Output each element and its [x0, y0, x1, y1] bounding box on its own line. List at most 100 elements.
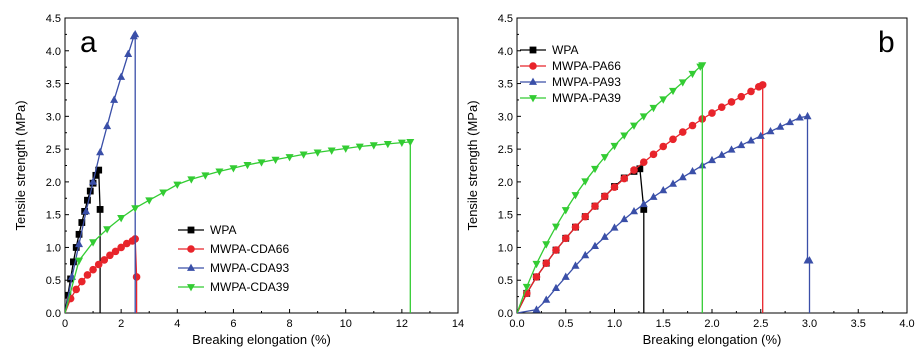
panel-b-legend-marker [529, 77, 537, 85]
panel-a-data-point [124, 49, 133, 57]
panel-b-data-point [532, 305, 541, 313]
panel-a-series-3 [65, 139, 415, 313]
panel-a-data-point [243, 161, 252, 170]
panel-a-data-point [89, 239, 98, 247]
panel-b-data-point [571, 261, 580, 269]
panel-a-data-point [271, 156, 280, 164]
panel-b-data-point [581, 212, 590, 221]
panel-b-data-point [630, 206, 638, 215]
panel-b-data-point [688, 167, 697, 175]
panel-b-y-tick-label: 4.5 [498, 13, 513, 25]
panel-b-data-point [591, 165, 599, 174]
panel-a-legend: WPA MWPA-CDA66 MWPA-CDA93 MWPA-CDA39 [178, 223, 289, 294]
panel-b-y-tick-label: 0.5 [498, 275, 513, 287]
panel-a-data-point [103, 226, 112, 234]
panel-a-data-point [75, 257, 84, 265]
panel-a-data-point [132, 273, 141, 281]
panel-b-series-line [517, 83, 764, 313]
panel-a-data-point [117, 243, 125, 252]
panel-a-data-point [406, 139, 415, 147]
panel-b-data-point [522, 283, 531, 292]
panel-b-data-point [669, 135, 677, 144]
panel-b-data-point [581, 250, 590, 259]
panel-b-series-line [517, 64, 703, 313]
panel-a-data-point [70, 258, 77, 266]
panel-b-data-point [630, 166, 638, 174]
panel-a-data-point [75, 239, 84, 248]
panel-b-y-tick-label: 2.0 [498, 177, 513, 189]
panel-a-legend-marker [187, 284, 195, 292]
panel-a-y-tick-label: 4.5 [46, 13, 61, 25]
panel-a-legend-label: MWPA-CDA93 [210, 261, 289, 275]
panel-b-data-point [552, 246, 560, 254]
panel-b-x-tick-label: 0.5 [558, 318, 573, 330]
panel-b-data-point [737, 92, 746, 101]
panel-b-legend-marker [529, 95, 537, 103]
panel-b-x-axis-label: Breaking elongation (%) [643, 332, 782, 347]
panel-a-data-point [201, 172, 210, 180]
panel-a-series-2 [65, 29, 140, 313]
panel-b-data-point [708, 155, 716, 164]
panel-a-y-tick-label: 3.0 [46, 111, 61, 123]
panel-a-legend-marker [187, 263, 195, 271]
panel-b-data-point [636, 165, 644, 173]
panel-a-data-point [96, 206, 104, 213]
panel-a-data-point [159, 189, 168, 197]
panel-b-data-point [786, 117, 794, 126]
panel-a-data-point [131, 29, 140, 38]
panel-b-data-point [805, 256, 814, 264]
panel-a-series-1 [65, 235, 141, 313]
panel-a-data-point [341, 145, 350, 153]
panel-b-data-point [532, 273, 541, 281]
panel-a-y-tick-label: 2.5 [46, 144, 61, 156]
panel-b-data-point [649, 192, 658, 200]
panel-a-data-point [145, 197, 154, 205]
panel-a-data-point [96, 147, 105, 156]
panel-a-data-point [111, 247, 120, 256]
panel-a-x-axis-label: Breaking elongation (%) [192, 332, 331, 347]
panel-a-data-point [78, 219, 86, 226]
panel-a-data-point [72, 244, 80, 251]
panel-a-y-tick-label: 1.0 [46, 242, 61, 254]
panel-b-data-point [630, 122, 638, 130]
panel-b-data-point [552, 223, 560, 231]
panel-b-data-point [747, 87, 755, 96]
panel-b-data-point [639, 199, 648, 208]
panel-b-data-point [669, 87, 677, 96]
panel-b-data-point [561, 272, 570, 280]
panel-a-data-point [383, 140, 392, 149]
panel-b-x-tick-label: 3.0 [802, 318, 817, 330]
panel-b-x-tick-label: 4.0 [899, 318, 914, 330]
panel-b-y-tick-label: 0.0 [498, 308, 513, 320]
panel-a-y-tick-label: 4.0 [46, 46, 61, 58]
panel-b-data-point [717, 103, 726, 111]
panel-b-legend-label: MWPA-PA93 [552, 75, 621, 89]
panel-a-x-tick-label: 4 [174, 318, 180, 330]
panel-b-y-tick-label: 1.0 [498, 242, 513, 254]
panel-a-legend-marker [187, 226, 195, 234]
panel-b-data-point [727, 145, 736, 153]
panel-a-x-tick-label: 2 [118, 318, 124, 330]
panel-a-x-tick-label: 0 [62, 318, 68, 330]
panel-b-data-point [532, 260, 541, 269]
panel-a-data-point [78, 277, 86, 286]
panel-a-data-point [215, 168, 224, 176]
panel-b-data-point [610, 223, 619, 231]
panel-a-legend-label: MWPA-CDA66 [210, 242, 289, 256]
panel-b-data-point [708, 109, 716, 117]
panel-a-data-point [75, 230, 83, 238]
panel-b-data-point [659, 96, 668, 104]
panel-b-x-tick-label: 0.0 [509, 318, 524, 330]
panel-b-data-point [717, 150, 726, 158]
panel-a-legend-marker [187, 245, 195, 253]
panel-a-data-point [106, 251, 114, 260]
panel-a-letter: a [80, 26, 97, 59]
panel-b-data-point [600, 192, 609, 201]
panel-b-data-point [803, 111, 812, 120]
panel-a-data-point [110, 95, 119, 103]
panel-b-data-point [542, 259, 551, 267]
panel-b-data-point [758, 81, 767, 89]
panel-b-data-point [649, 104, 658, 113]
panel-b-data-point [591, 202, 599, 210]
panel-b-data-point [766, 127, 775, 135]
